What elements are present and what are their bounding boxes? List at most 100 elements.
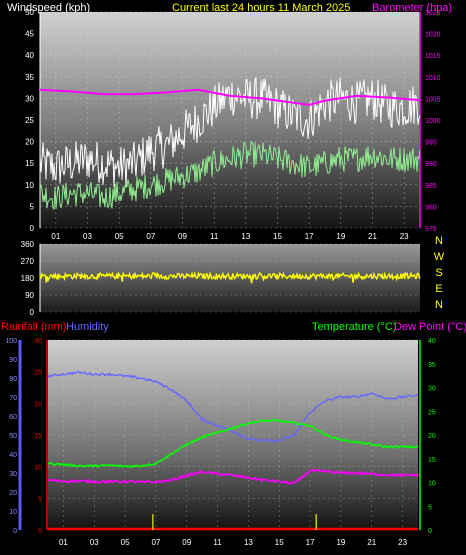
humidity-tick-label: 100	[5, 338, 17, 345]
humidity-tick-label: 70	[9, 395, 17, 402]
wind-series	[39, 77, 421, 210]
barometer-tick-label: 1000	[425, 118, 441, 125]
hour-tick-label: 23	[400, 232, 409, 241]
average-wind-line	[39, 141, 421, 210]
hour-tick-label: 15	[275, 538, 284, 547]
windspeed-tick-label: 40	[25, 51, 34, 60]
gust-line	[39, 77, 421, 188]
rainfall-tick-label: 15	[34, 433, 42, 440]
temperature-gridlines	[48, 339, 418, 531]
humidity-tick-label: 80	[9, 376, 17, 383]
wind-barometer-panel: Windspeed (kph) Current last 24 hours 11…	[7, 2, 452, 241]
hour-tick-label: 05	[121, 538, 130, 547]
dew-point-line	[47, 468, 419, 485]
direction-tick-label: 270	[21, 257, 35, 266]
windspeed-tick-label: 35	[25, 73, 34, 82]
barometer-tick-label: 1010	[425, 75, 441, 82]
windspeed-axis-label: Windspeed (kph)	[7, 2, 90, 14]
direction-series	[39, 270, 421, 284]
temperature-tick-label: 20	[428, 433, 436, 440]
hour-tick-label: 23	[398, 538, 407, 547]
hour-tick-label: 13	[244, 538, 253, 547]
rainfall-tick-label: 10	[34, 465, 42, 472]
windspeed-tick-label: 45	[25, 30, 34, 39]
humidity-tick-label: 40	[9, 452, 17, 459]
windspeed-tick-label: 0	[30, 224, 35, 233]
humidity-tick-label: 30	[9, 471, 17, 478]
hour-tick-label: 09	[182, 538, 191, 547]
hour-tick-label: 07	[146, 232, 155, 241]
rainfall-tick-label: 25	[34, 370, 42, 377]
direction-tick-label: 90	[25, 291, 34, 300]
temperature-tick-label: 30	[428, 386, 436, 393]
direction-tick-label: 0	[30, 308, 35, 317]
barometer-axis-label: Barometer (hpa)	[372, 2, 452, 14]
humidity-tick-label: 50	[9, 433, 17, 440]
wind-axes: 0510152025303540455097598098599099510001…	[25, 8, 441, 241]
barometer-tick-label: 980	[425, 204, 437, 211]
rainfall-tick-label: 20	[34, 401, 42, 408]
humidity-tick-label: 90	[9, 357, 17, 364]
windspeed-tick-label: 25	[25, 116, 34, 125]
temperature-tick-label: 5	[428, 504, 432, 511]
compass-label: N	[435, 235, 443, 247]
hour-tick-label: 19	[336, 538, 345, 547]
rainfall-tick-label: 5	[38, 496, 42, 503]
barometer-tick-label: 1020	[425, 32, 441, 39]
direction-tick-label: 180	[21, 274, 35, 283]
hour-tick-label: 17	[306, 538, 315, 547]
rainfall-tick-label: 30	[34, 338, 42, 345]
barometer-tick-label: 1015	[425, 53, 441, 60]
hour-tick-label: 19	[336, 232, 345, 241]
temperature-tick-label: 10	[428, 481, 436, 488]
direction-gridlines	[40, 243, 420, 313]
dew-point-axis-label: Dew Point (°C)	[394, 321, 466, 333]
windspeed-tick-label: 30	[25, 94, 34, 103]
wind-direction-line	[39, 270, 421, 284]
temperature-series	[47, 370, 419, 531]
humidity-tick-label: 0	[13, 528, 17, 535]
windspeed-tick-label: 5	[30, 202, 35, 211]
rainfall-axis-label: Rainfall (mm)	[1, 321, 66, 333]
compass-label: E	[435, 283, 442, 295]
hour-tick-label: 07	[151, 538, 160, 547]
temperature-tick-label: 0	[428, 528, 432, 535]
hour-tick-label: 03	[83, 232, 92, 241]
hour-tick-label: 21	[368, 232, 377, 241]
humidity-tick-label: 20	[9, 490, 17, 497]
barometer-tick-label: 995	[425, 140, 437, 147]
temperature-axis-label: Temperature (°C)	[312, 321, 396, 333]
hour-tick-label: 15	[273, 232, 282, 241]
hour-tick-label: 21	[367, 538, 376, 547]
windspeed-tick-label: 50	[25, 8, 34, 17]
barometer-tick-label: 1025	[425, 10, 441, 17]
barometer-tick-label: 1005	[425, 96, 441, 103]
hour-tick-label: 03	[90, 538, 99, 547]
hour-tick-label: 05	[115, 232, 124, 241]
barometer-line	[39, 88, 421, 106]
hour-tick-label: 17	[305, 232, 314, 241]
temperature-line	[47, 418, 419, 469]
humidity-tick-label: 60	[9, 414, 17, 421]
compass-label: S	[435, 267, 442, 279]
hour-tick-label: 11	[210, 232, 219, 241]
temperature-tick-label: 40	[428, 338, 436, 345]
temperature-tick-label: 35	[428, 362, 436, 369]
hour-tick-label: 11	[213, 538, 222, 547]
barometer-tick-label: 975	[425, 226, 437, 233]
hour-tick-label: 09	[178, 232, 187, 241]
humidity-tick-label: 10	[9, 509, 17, 516]
hour-tick-label: 13	[241, 232, 250, 241]
compass-label: N	[435, 299, 443, 311]
hour-tick-label: 01	[59, 538, 68, 547]
direction-tick-label: 360	[21, 240, 35, 249]
temperature-panel: Rainfall (mm) Humidity Temperature (°C) …	[1, 321, 466, 547]
barometer-tick-label: 985	[425, 183, 437, 190]
humidity-line	[47, 370, 419, 443]
windspeed-tick-label: 15	[25, 159, 34, 168]
temperature-axes: 0102030405060708090100051015202530051015…	[5, 338, 436, 547]
windspeed-tick-label: 10	[25, 181, 34, 190]
